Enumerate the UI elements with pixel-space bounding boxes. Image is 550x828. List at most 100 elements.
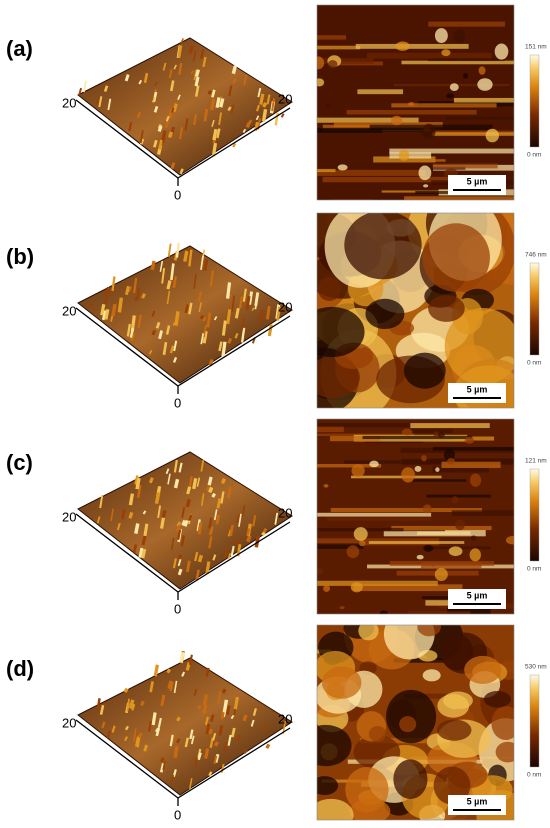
ridge bbox=[184, 118, 189, 131]
ridge bbox=[227, 734, 232, 746]
ridge bbox=[138, 732, 143, 739]
ridge bbox=[211, 142, 218, 157]
ridge bbox=[148, 349, 153, 355]
blob bbox=[417, 625, 441, 637]
blob bbox=[464, 436, 475, 444]
ridge bbox=[167, 680, 173, 690]
ridge bbox=[154, 492, 161, 505]
ridge bbox=[104, 295, 109, 305]
blob bbox=[317, 78, 325, 87]
ridge bbox=[188, 249, 193, 267]
ridge bbox=[169, 681, 174, 692]
ridge bbox=[173, 745, 179, 758]
ridge bbox=[271, 98, 276, 112]
ridge bbox=[266, 94, 271, 105]
ridge bbox=[236, 514, 240, 523]
ridge bbox=[153, 105, 159, 113]
ridge bbox=[172, 769, 177, 778]
ridge bbox=[188, 514, 193, 521]
ridge bbox=[135, 477, 141, 490]
ridge bbox=[251, 307, 255, 312]
ridge bbox=[116, 522, 121, 531]
ridge bbox=[205, 485, 211, 492]
ridge bbox=[177, 94, 181, 101]
blob bbox=[395, 41, 410, 51]
ridge bbox=[255, 115, 260, 121]
ridge bbox=[230, 104, 235, 114]
ridge bbox=[220, 477, 227, 485]
color-bar bbox=[529, 674, 540, 768]
blob bbox=[390, 115, 403, 126]
ridge bbox=[274, 112, 279, 126]
ridge bbox=[193, 688, 198, 697]
color-bar-max: 530 nm bbox=[525, 664, 547, 671]
ridge bbox=[257, 87, 262, 98]
ridge bbox=[143, 523, 149, 537]
ridge bbox=[203, 259, 209, 272]
ridge bbox=[203, 324, 207, 338]
ridge bbox=[252, 708, 257, 717]
blob bbox=[408, 102, 415, 106]
ridge bbox=[208, 536, 213, 549]
ridge bbox=[165, 468, 170, 475]
color-bar bbox=[529, 262, 540, 356]
ridge bbox=[159, 260, 164, 272]
blob bbox=[414, 465, 422, 472]
stripe bbox=[333, 122, 443, 128]
blob bbox=[369, 460, 379, 468]
ridge bbox=[183, 250, 189, 262]
ridge bbox=[208, 771, 213, 777]
ridge bbox=[197, 752, 202, 761]
ridge bbox=[223, 742, 228, 753]
ridge bbox=[211, 89, 216, 98]
surface-3d bbox=[75, 242, 293, 394]
ridge bbox=[212, 554, 217, 561]
ridge bbox=[203, 108, 209, 122]
ridge bbox=[173, 680, 178, 694]
ridge bbox=[133, 728, 137, 742]
surface bbox=[77, 37, 293, 176]
stripe bbox=[389, 148, 514, 154]
ridge bbox=[155, 321, 161, 329]
ridge bbox=[200, 459, 205, 472]
surface bbox=[77, 451, 293, 590]
ridge bbox=[136, 287, 141, 301]
ridge bbox=[214, 753, 220, 763]
ridge bbox=[230, 545, 235, 557]
ridge bbox=[208, 728, 214, 735]
blob bbox=[422, 123, 436, 139]
blob bbox=[344, 213, 422, 280]
ridge bbox=[194, 756, 198, 768]
ridge bbox=[165, 325, 171, 335]
stripe bbox=[404, 159, 446, 162]
axis-label: 0 bbox=[174, 807, 181, 822]
ridge bbox=[209, 737, 214, 749]
ridge bbox=[211, 492, 216, 498]
ridge bbox=[200, 493, 205, 506]
ridge bbox=[217, 690, 221, 704]
stripe bbox=[432, 132, 514, 136]
stripe bbox=[451, 510, 514, 516]
stripe bbox=[432, 446, 514, 451]
ridge bbox=[197, 554, 204, 563]
stripe bbox=[322, 176, 467, 183]
ridge bbox=[130, 332, 136, 342]
blob bbox=[435, 467, 440, 472]
ridge bbox=[139, 138, 145, 145]
axis-label: 20 bbox=[62, 715, 76, 730]
ridge bbox=[227, 337, 233, 344]
ridge bbox=[242, 714, 248, 722]
ridge bbox=[151, 329, 157, 336]
stripe bbox=[415, 190, 465, 194]
surface-3d bbox=[75, 650, 293, 806]
ridge bbox=[143, 744, 149, 752]
ridge bbox=[172, 356, 178, 363]
blob bbox=[346, 545, 360, 559]
ridge bbox=[128, 511, 134, 519]
ridge bbox=[208, 526, 214, 536]
blob bbox=[443, 448, 455, 461]
stripe bbox=[317, 127, 425, 133]
ridge bbox=[177, 45, 183, 58]
blob bbox=[437, 694, 470, 718]
ridge bbox=[184, 737, 189, 748]
